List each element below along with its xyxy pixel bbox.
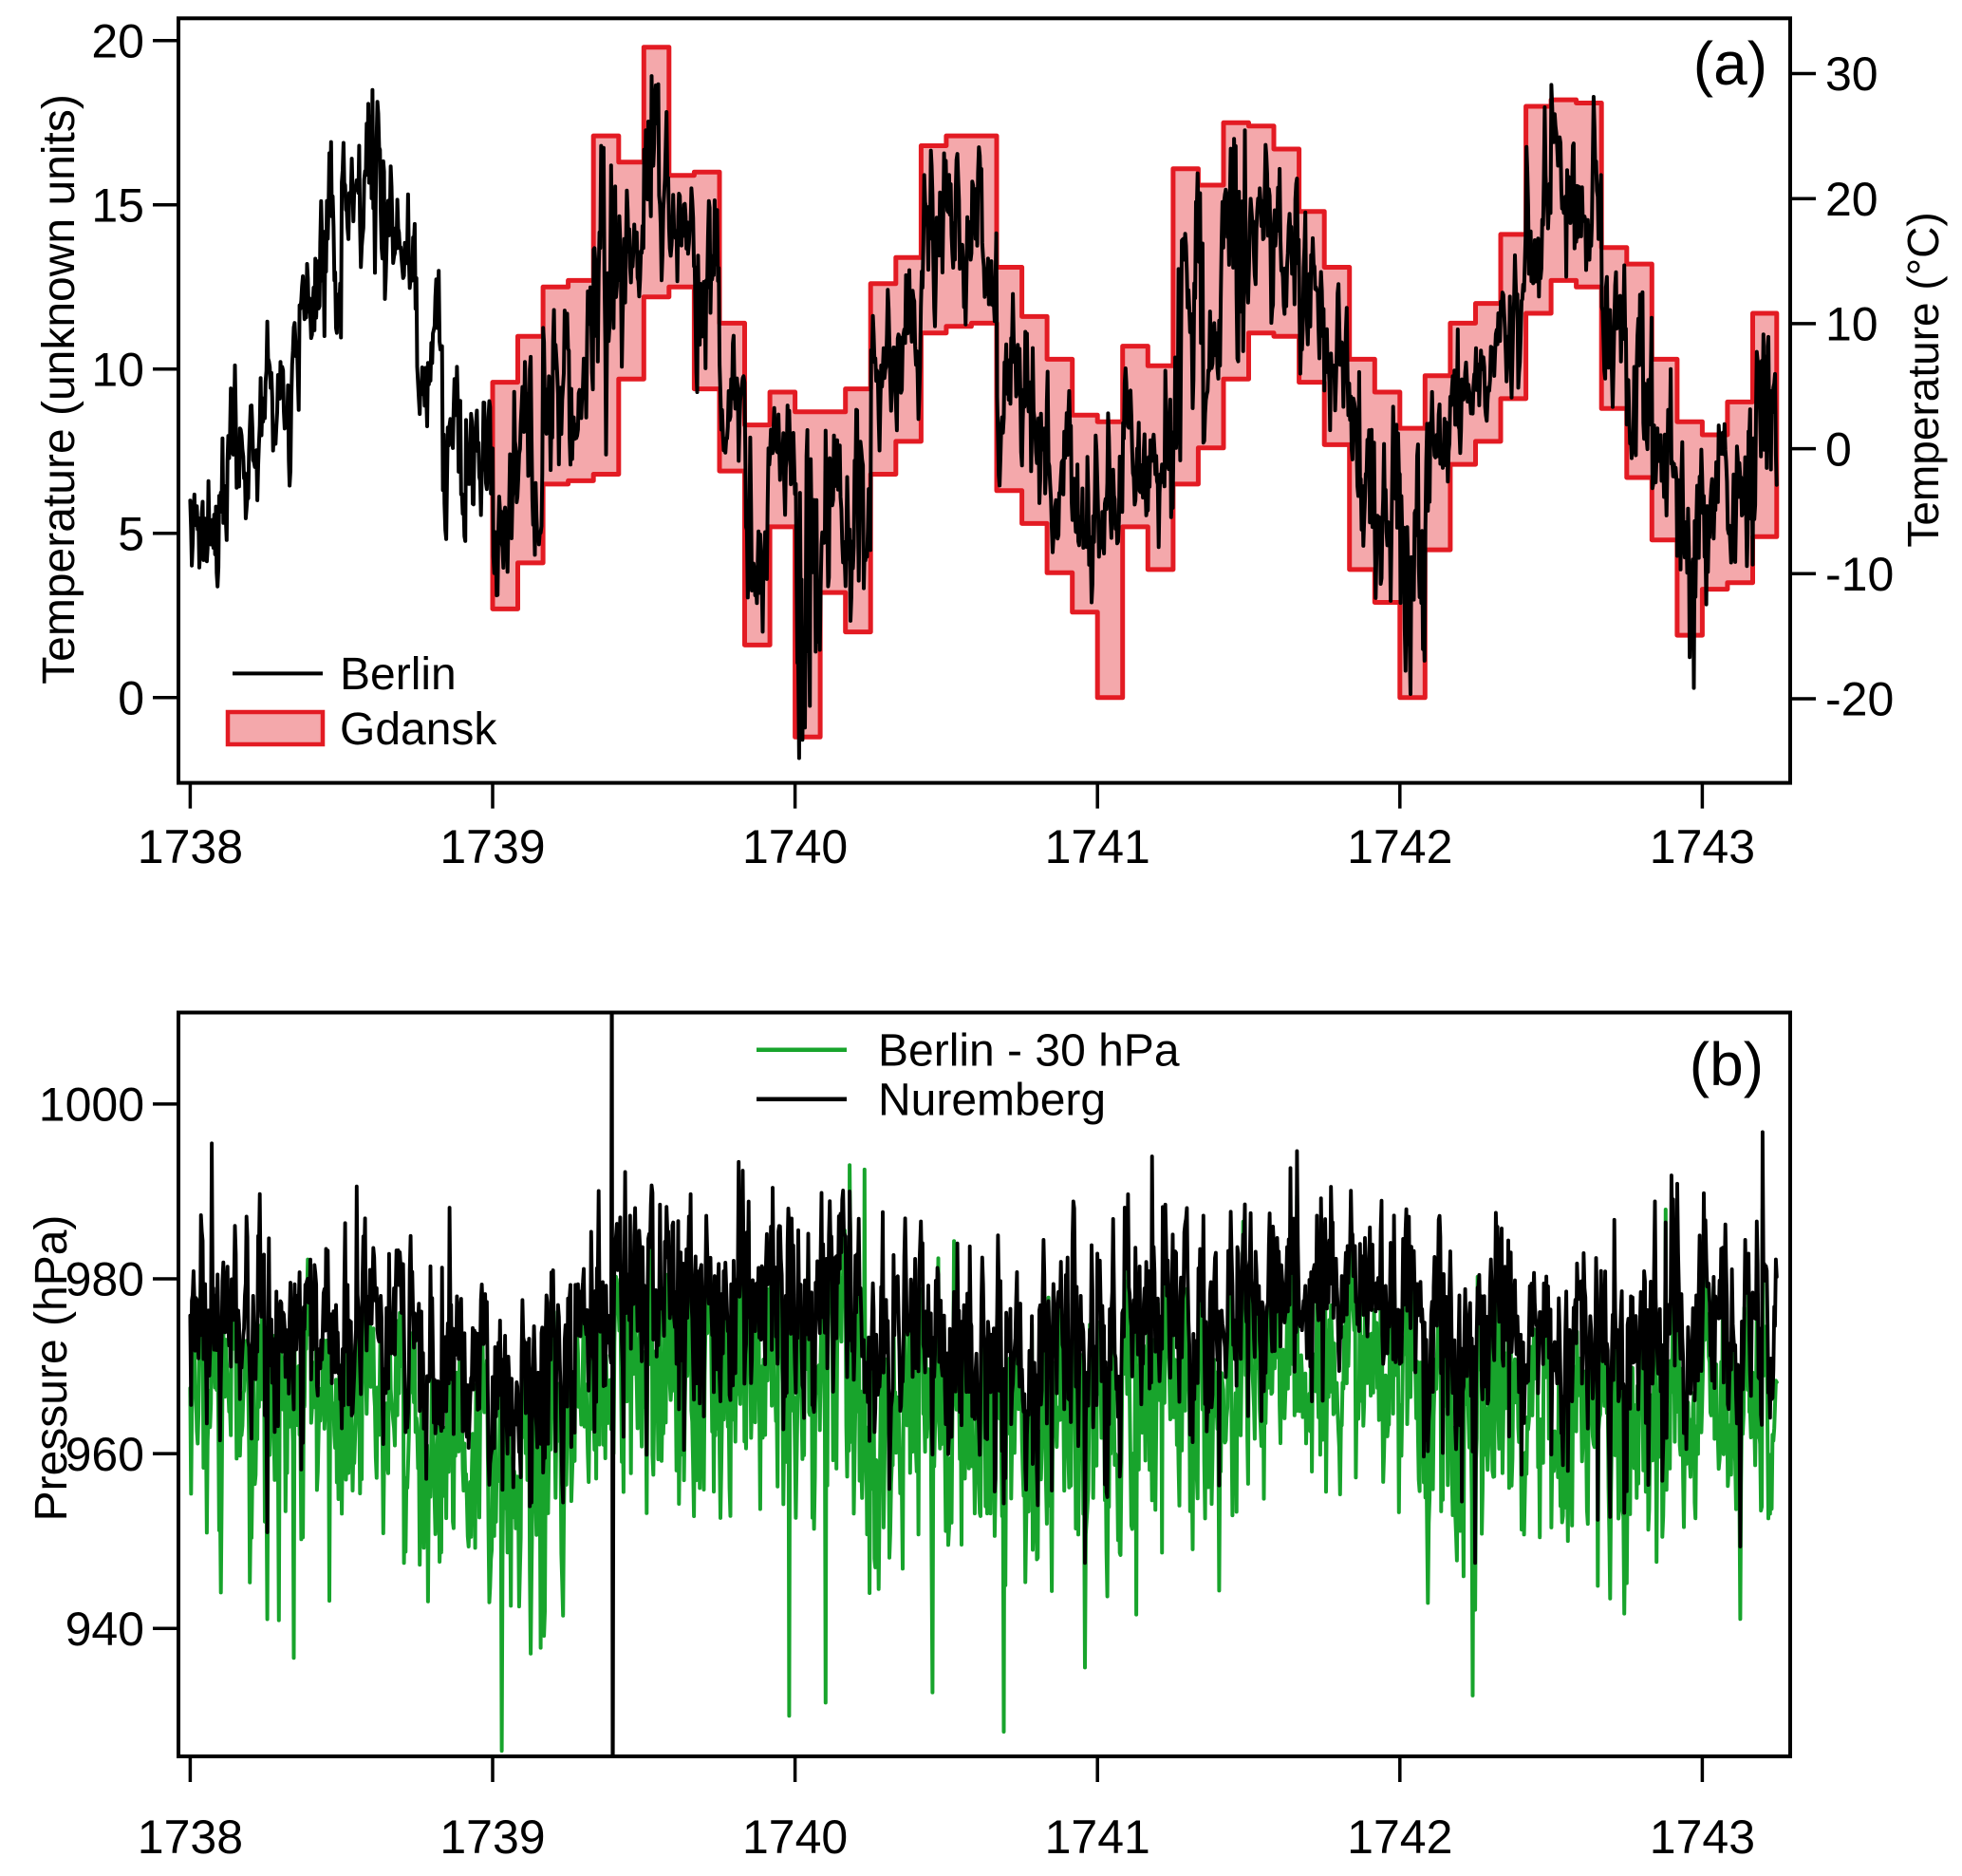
svg-text:Gdansk: Gdansk — [340, 704, 497, 755]
svg-text:30: 30 — [1825, 47, 1878, 101]
svg-text:0: 0 — [118, 672, 144, 725]
svg-text:980: 980 — [65, 1253, 144, 1306]
svg-text:1741: 1741 — [1045, 820, 1150, 873]
svg-text:Pressure (hPa): Pressure (hPa) — [27, 1215, 77, 1522]
svg-text:1741: 1741 — [1045, 1810, 1150, 1864]
svg-text:Nuremberg: Nuremberg — [878, 1076, 1106, 1126]
svg-text:1743: 1743 — [1650, 1810, 1755, 1864]
svg-text:Berlin - 30 hPa: Berlin - 30 hPa — [878, 1026, 1180, 1077]
svg-text:10: 10 — [1825, 298, 1878, 351]
svg-text:5: 5 — [118, 508, 144, 561]
svg-text:1742: 1742 — [1347, 1810, 1452, 1864]
svg-text:Temperature (unknown units): Temperature (unknown units) — [34, 94, 84, 685]
svg-text:940: 940 — [65, 1603, 144, 1656]
svg-text:1000: 1000 — [39, 1079, 144, 1132]
svg-text:20: 20 — [1825, 173, 1878, 226]
svg-text:1740: 1740 — [742, 1810, 848, 1864]
svg-text:1743: 1743 — [1650, 820, 1755, 873]
svg-text:960: 960 — [65, 1428, 144, 1481]
svg-text:0: 0 — [1825, 422, 1852, 476]
svg-text:(a): (a) — [1693, 29, 1767, 98]
svg-text:1738: 1738 — [138, 1810, 243, 1864]
svg-text:Temperature (°C): Temperature (°C) — [1898, 212, 1948, 547]
svg-text:15: 15 — [91, 179, 144, 233]
svg-text:Berlin: Berlin — [340, 649, 457, 700]
svg-text:-10: -10 — [1825, 548, 1894, 601]
svg-text:1738: 1738 — [138, 820, 243, 873]
svg-text:-20: -20 — [1825, 673, 1894, 726]
svg-text:1740: 1740 — [742, 820, 848, 873]
svg-text:1742: 1742 — [1347, 820, 1452, 873]
svg-text:1739: 1739 — [439, 820, 545, 873]
svg-text:(b): (b) — [1690, 1030, 1764, 1098]
svg-text:10: 10 — [91, 344, 144, 397]
svg-text:1739: 1739 — [439, 1810, 545, 1864]
svg-text:20: 20 — [91, 15, 144, 68]
